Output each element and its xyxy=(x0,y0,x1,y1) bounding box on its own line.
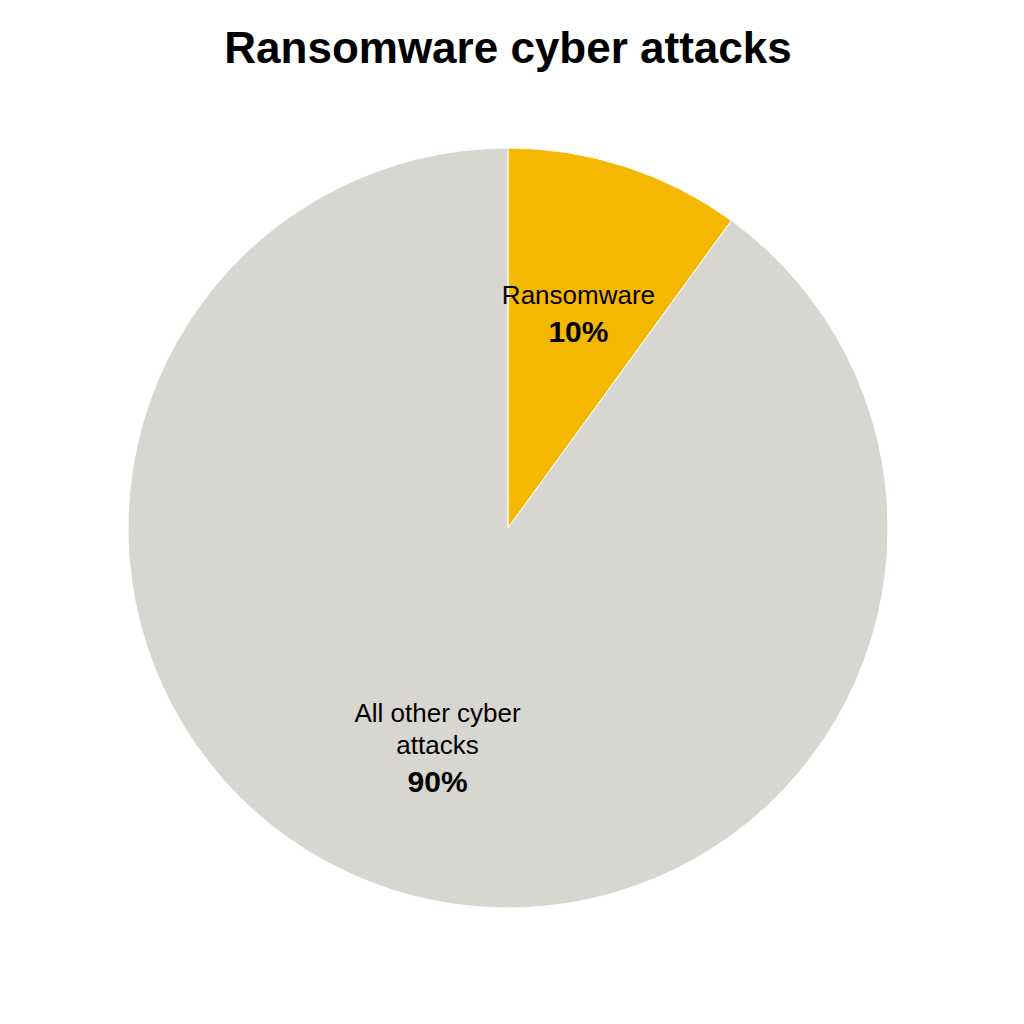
svg-text:All other cyberattacks90%: All other cyberattacks90% xyxy=(354,698,521,798)
svg-text:Ransomware10%: Ransomware10% xyxy=(502,280,655,348)
html-text:Ransomware cyber attacks: Ransomware cyber attacks xyxy=(224,23,792,72)
